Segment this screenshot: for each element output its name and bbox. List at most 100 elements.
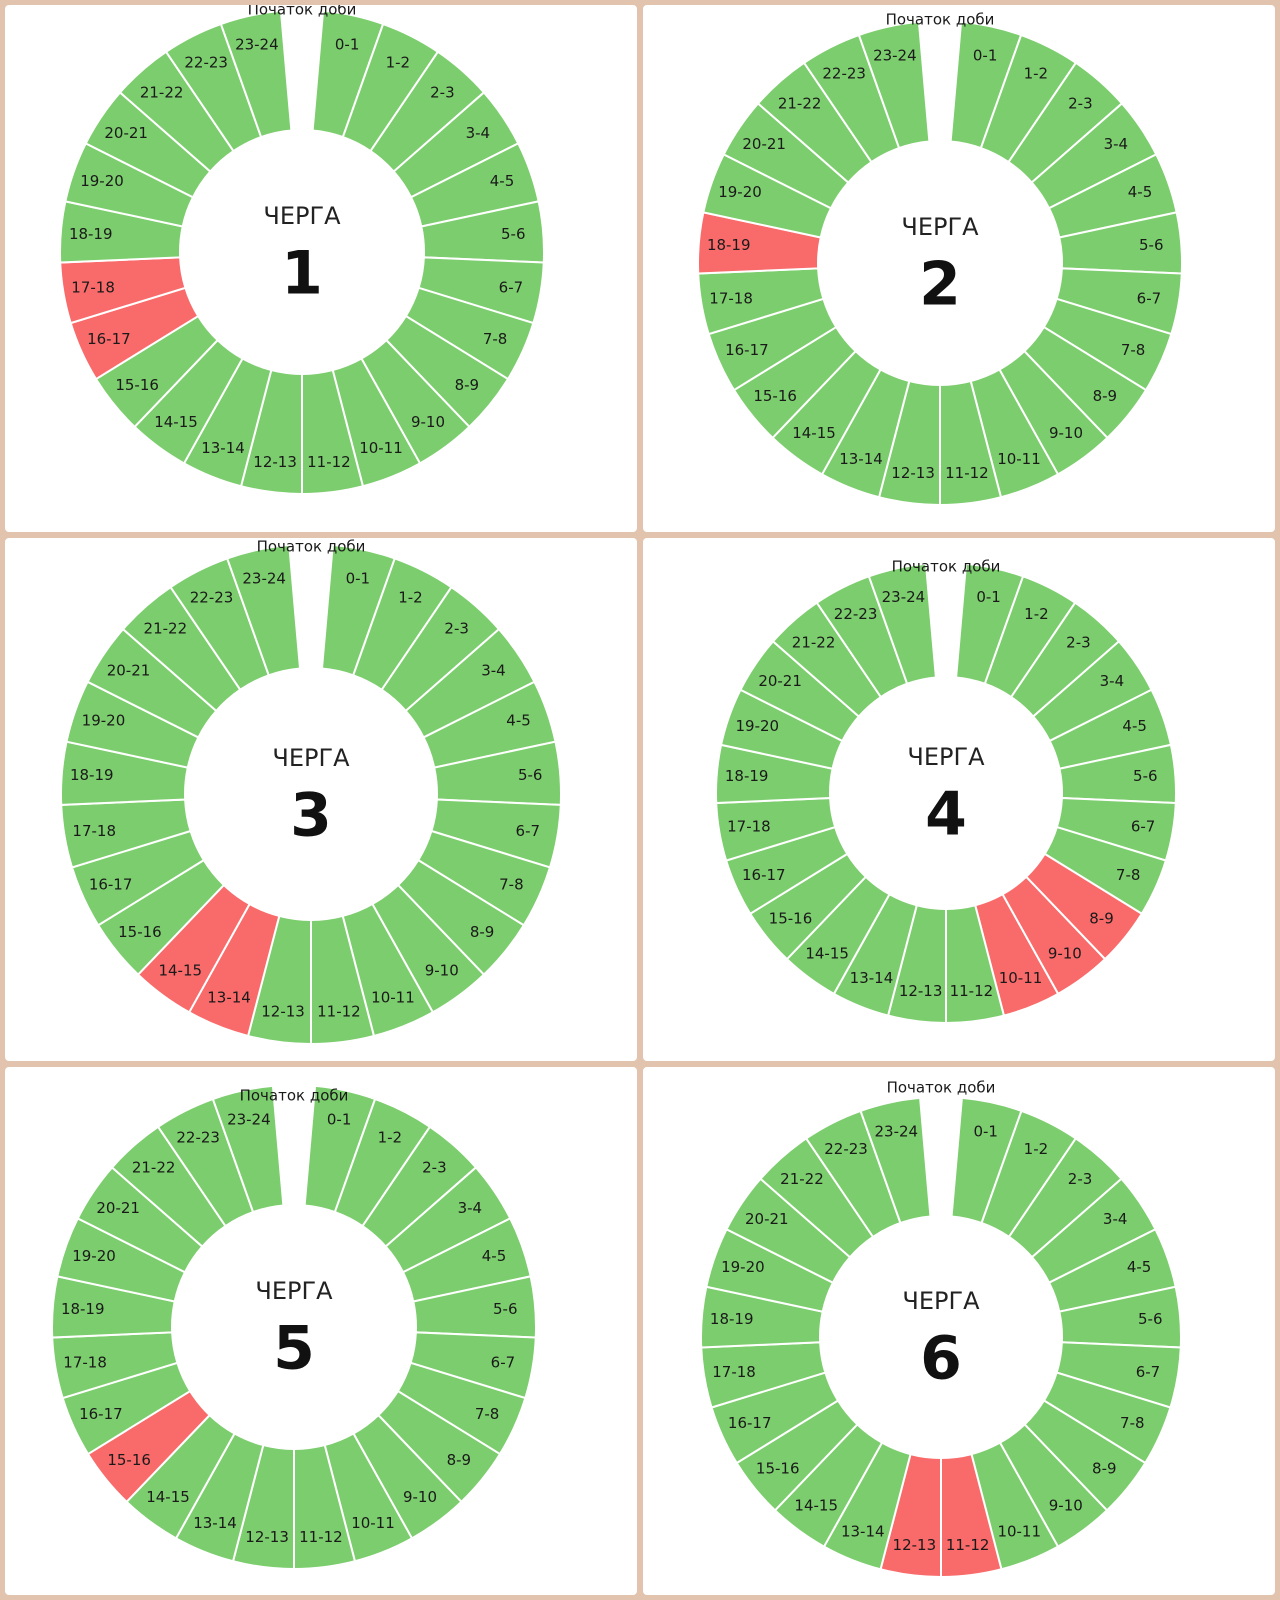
hour-segment-23-24 xyxy=(857,20,931,150)
hour-label: 5-6 xyxy=(1139,236,1164,254)
hour-label: 11-12 xyxy=(317,1003,361,1021)
hour-label: 18-19 xyxy=(710,1310,754,1328)
hour-label: 9-10 xyxy=(1048,944,1082,962)
hour-label: 3-4 xyxy=(458,1199,483,1217)
hour-label: 19-20 xyxy=(82,712,126,730)
chart-card-queue-1: 0-1 1-2 2-3 3-4 4-5 5-6 6-7 7-8 8-9 9-10 10-11 11-1… xyxy=(5,5,637,532)
hour-label: 6-7 xyxy=(491,1354,516,1372)
hour-label: 21-22 xyxy=(132,1159,176,1177)
hour-label: 13-14 xyxy=(841,1522,885,1540)
hour-label: 17-18 xyxy=(709,290,753,308)
hour-label: 21-22 xyxy=(792,634,836,652)
queue-number: 2 xyxy=(919,250,961,320)
queue-word: ЧЕРГА xyxy=(255,1277,333,1305)
hour-segment-23-24 xyxy=(219,9,293,139)
donut-chart: 0-1 1-2 2-3 3-4 4-5 5-6 6-7 7-8 8-9 9-10 10-11 11-1… xyxy=(51,1084,537,1571)
hour-label: 0-1 xyxy=(973,46,998,64)
hour-label: 14-15 xyxy=(794,1496,838,1514)
hour-label: 7-8 xyxy=(475,1405,500,1423)
hour-label: 5-6 xyxy=(501,225,526,243)
hour-label: 3-4 xyxy=(1104,135,1129,153)
hour-label: 14-15 xyxy=(792,424,836,442)
hour-segment-23-24 xyxy=(225,543,302,677)
hour-label: 1-2 xyxy=(1024,1140,1049,1158)
hour-label: 17-18 xyxy=(712,1363,756,1381)
hour-label: 1-2 xyxy=(378,1128,403,1146)
hour-label: 13-14 xyxy=(207,989,251,1007)
hour-label: 0-1 xyxy=(346,570,371,588)
hour-segment-23-24 xyxy=(859,1096,932,1225)
hour-label: 16-17 xyxy=(728,1414,772,1432)
hour-label: 10-11 xyxy=(997,450,1041,468)
queue-word: ЧЕРГА xyxy=(902,1287,980,1315)
hour-label: 1-2 xyxy=(386,53,411,71)
hour-label: 3-4 xyxy=(1100,672,1125,690)
hour-label: 20-21 xyxy=(107,662,151,680)
hour-label: 22-23 xyxy=(822,64,866,82)
hour-label: 0-1 xyxy=(327,1110,352,1128)
hour-label: 2-3 xyxy=(1068,1170,1093,1188)
hour-label: 0-1 xyxy=(335,35,360,53)
hour-label: 16-17 xyxy=(87,330,131,348)
hour-label: 10-11 xyxy=(997,1522,1041,1540)
hour-label: 14-15 xyxy=(154,413,198,431)
hour-label: 8-9 xyxy=(1092,1460,1117,1478)
hour-label: 17-18 xyxy=(727,818,771,836)
queue-number: 4 xyxy=(925,780,967,850)
hour-label: 20-21 xyxy=(758,672,802,690)
hour-label: 20-21 xyxy=(104,124,148,142)
hour-label: 5-6 xyxy=(1138,1310,1163,1328)
day-start-label: Початок доби xyxy=(886,11,995,29)
hour-label: 8-9 xyxy=(470,923,495,941)
queue-word: ЧЕРГА xyxy=(907,743,985,771)
hour-label: 22-23 xyxy=(176,1128,220,1146)
hour-label: 7-8 xyxy=(1116,866,1141,884)
hour-label: 18-19 xyxy=(70,766,114,784)
hour-label: 14-15 xyxy=(805,944,849,962)
donut-chart: 0-1 1-2 2-3 3-4 4-5 5-6 6-7 7-8 8-9 9-10 10-11 11-1… xyxy=(697,11,1183,507)
day-start-label: Початок доби xyxy=(257,538,366,556)
hour-label: 19-20 xyxy=(718,183,762,201)
hour-label: 23-24 xyxy=(235,35,279,53)
day-start-label: Початок доби xyxy=(892,558,1001,576)
hour-label: 4-5 xyxy=(490,172,515,190)
hour-label: 5-6 xyxy=(518,766,543,784)
hour-label: 15-16 xyxy=(118,923,162,941)
hour-label: 23-24 xyxy=(227,1110,271,1128)
hour-label: 21-22 xyxy=(140,84,184,102)
hour-label: 2-3 xyxy=(1068,95,1093,113)
hour-label: 19-20 xyxy=(721,1258,765,1276)
day-start-label: Початок доби xyxy=(887,1079,996,1097)
hour-label: 6-7 xyxy=(499,279,524,297)
hour-label: 12-13 xyxy=(893,1536,937,1554)
hour-label: 20-21 xyxy=(745,1210,789,1228)
hour-label: 3-4 xyxy=(466,124,491,142)
hour-label: 2-3 xyxy=(444,620,469,638)
hour-label: 22-23 xyxy=(190,588,234,606)
hour-label: 10-11 xyxy=(351,1514,395,1532)
day-start-label: Початок доби xyxy=(240,1087,349,1105)
hour-label: 13-14 xyxy=(850,969,894,987)
hour-label: 23-24 xyxy=(882,588,926,606)
hour-label: 23-24 xyxy=(873,46,917,64)
hour-label: 1-2 xyxy=(1024,605,1049,623)
donut-chart: 0-1 1-2 2-3 3-4 4-5 5-6 6-7 7-8 8-9 9-10 10-11 11-1… xyxy=(59,5,545,496)
chart-card-queue-5: 0-1 1-2 2-3 3-4 4-5 5-6 6-7 7-8 8-9 9-10 10-11 11-1… xyxy=(5,1067,637,1595)
queue-number: 6 xyxy=(920,1324,962,1394)
hour-label: 9-10 xyxy=(1049,424,1083,442)
hour-label: 10-11 xyxy=(371,989,415,1007)
hour-label: 15-16 xyxy=(753,387,797,405)
hour-label: 18-19 xyxy=(707,236,751,254)
hour-label: 19-20 xyxy=(80,172,124,190)
hour-label: 18-19 xyxy=(69,225,113,243)
hour-label: 0-1 xyxy=(976,588,1001,606)
hour-label: 6-7 xyxy=(1136,1363,1161,1381)
hour-label: 17-18 xyxy=(72,822,116,840)
queue-number: 1 xyxy=(281,239,323,309)
hour-label: 12-13 xyxy=(261,1003,305,1021)
hour-label: 9-10 xyxy=(1049,1496,1083,1514)
hour-label: 10-11 xyxy=(999,969,1043,987)
hour-label: 11-12 xyxy=(307,453,351,471)
hour-label: 7-8 xyxy=(1121,341,1146,359)
